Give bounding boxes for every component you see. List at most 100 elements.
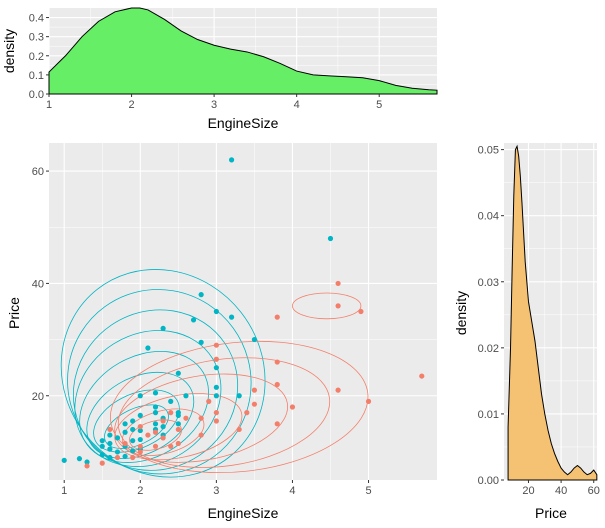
scatter-point-group-2 bbox=[358, 308, 364, 315]
right-x-tick-label: 20 bbox=[522, 485, 534, 497]
top-y-axis-label: density bbox=[1, 29, 17, 73]
scatter-point-group-1 bbox=[137, 427, 143, 434]
scatter-point-group-2 bbox=[168, 443, 174, 449]
scatter-point-group-2 bbox=[335, 387, 341, 393]
density-contour bbox=[67, 289, 252, 475]
scatter-point-group-1 bbox=[198, 339, 204, 345]
scatter-point-group-1 bbox=[84, 459, 90, 465]
scatter-point-group-2 bbox=[168, 410, 174, 416]
right-y-tick-label: 0.04 bbox=[478, 211, 499, 223]
top-y-tick-label: 0.2 bbox=[29, 51, 44, 63]
main-y-tick-label: 60 bbox=[32, 166, 44, 178]
scatter-point-group-2 bbox=[130, 454, 136, 461]
scatter-point-group-1 bbox=[213, 308, 219, 315]
scatter-point-group-1 bbox=[99, 452, 105, 458]
main-y-ticks: 20 40 60 bbox=[32, 166, 49, 403]
scatter-point-group-2 bbox=[236, 426, 242, 433]
scatter-point-group-1 bbox=[327, 235, 334, 242]
scatter-point-group-2 bbox=[198, 415, 204, 421]
scatter-point-group-2 bbox=[206, 398, 212, 404]
scatter-point-group-1 bbox=[137, 436, 143, 443]
right-x-tick-label: 40 bbox=[555, 485, 567, 497]
top-x-tick-label: 3 bbox=[211, 99, 217, 111]
scatter-point-group-2 bbox=[84, 463, 90, 469]
top-y-tick-label: 0.1 bbox=[29, 70, 44, 82]
main-x-ticks: 1 2 3 4 5 bbox=[61, 480, 372, 497]
scatter-point-group-2 bbox=[365, 398, 372, 404]
scatter-point-group-1 bbox=[130, 426, 136, 433]
scatter-point-group-1 bbox=[198, 292, 204, 298]
scatter-point-group-1 bbox=[152, 404, 159, 410]
scatter-point-group-1 bbox=[137, 412, 143, 419]
scatter-point-group-2 bbox=[137, 443, 143, 449]
scatter-point-group-2 bbox=[213, 418, 219, 424]
top-density-panel: 1 2 3 4 5 0.0 0.1 0.2 0.3 0.4 EngineSize density bbox=[1, 7, 438, 131]
scatter-point-group-2 bbox=[419, 373, 425, 379]
scatter-point-group-1 bbox=[175, 370, 181, 376]
main-x-tick-label: 5 bbox=[365, 485, 371, 497]
density-contour bbox=[93, 389, 180, 453]
main-panel-background bbox=[49, 143, 437, 480]
top-x-axis-label: EngineSize bbox=[208, 115, 279, 131]
scatter-point-group-2 bbox=[137, 424, 143, 430]
scatter-point-group-2 bbox=[175, 440, 181, 447]
right-y-tick-label: 0.01 bbox=[478, 409, 499, 421]
main-scatter-panel: 1 2 3 4 5 20 40 60 EngineSize Price bbox=[6, 143, 437, 521]
top-y-ticks: 0.0 0.1 0.2 0.3 0.4 bbox=[29, 13, 49, 101]
scatter-point-group-1 bbox=[76, 456, 83, 462]
main-x-axis-label: EngineSize bbox=[208, 505, 279, 521]
right-y-tick-label: 0.00 bbox=[478, 475, 499, 487]
scatter-point-group-2 bbox=[137, 449, 143, 455]
scatter-point-group-1 bbox=[145, 345, 151, 351]
scatter-point-group-1 bbox=[114, 435, 121, 441]
density-contour bbox=[129, 419, 182, 451]
scatter-point-group-1 bbox=[190, 317, 197, 323]
main-x-tick-label: 4 bbox=[289, 485, 295, 497]
scatter-point-group-1 bbox=[130, 438, 136, 444]
scatter-point-group-2 bbox=[244, 410, 250, 416]
main-y-tick-label: 20 bbox=[32, 391, 44, 403]
scatter-point-group-1 bbox=[251, 336, 258, 343]
scatter-point-group-1 bbox=[107, 454, 113, 461]
scatter-point-group-2 bbox=[213, 356, 219, 362]
scatter-point-group-2 bbox=[114, 454, 121, 461]
scatter-point-group-1 bbox=[114, 449, 121, 455]
scatter-point-group-1 bbox=[236, 393, 242, 399]
density-contour bbox=[74, 330, 222, 467]
scatter-point-group-1 bbox=[130, 418, 136, 424]
scatter-point-group-1 bbox=[107, 432, 113, 438]
main-x-tick-label: 2 bbox=[137, 485, 143, 497]
scatter-point-group-2 bbox=[274, 314, 280, 320]
scatter-point-group-1 bbox=[213, 384, 219, 390]
scatter-point-group-2 bbox=[289, 404, 296, 410]
scatter-point-group-2 bbox=[335, 303, 341, 309]
scatter-point-group-1 bbox=[168, 398, 174, 404]
scatter-point-group-2 bbox=[175, 426, 181, 433]
scatter-point-group-1 bbox=[183, 393, 189, 399]
scatter-point-group-1 bbox=[122, 453, 128, 460]
scatter-point-group-1 bbox=[213, 365, 219, 371]
scatter-point-group-1 bbox=[160, 424, 166, 430]
top-y-tick-label: 0.0 bbox=[29, 89, 44, 101]
scatter-point-group-1 bbox=[152, 390, 159, 396]
scatter-point-group-1 bbox=[152, 410, 159, 416]
scatter-point-group-2 bbox=[274, 381, 280, 388]
right-density-panel: 20 40 60 0.00 0.01 0.02 0.03 0.04 0.05 Price de… bbox=[453, 143, 600, 521]
scatter-point-group-2 bbox=[122, 440, 128, 447]
main-x-tick-label: 1 bbox=[61, 485, 67, 497]
top-x-tick-label: 5 bbox=[376, 99, 382, 111]
right-y-axis-label: density bbox=[453, 291, 469, 335]
right-density-area bbox=[507, 144, 598, 481]
density-contours bbox=[60, 269, 369, 478]
top-y-tick-label: 0.3 bbox=[29, 32, 44, 44]
right-x-axis-label: Price bbox=[535, 505, 567, 521]
scatter-point-group-2 bbox=[251, 401, 258, 407]
right-y-tick-label: 0.02 bbox=[478, 343, 499, 355]
scatter-point-group-1 bbox=[122, 421, 128, 427]
scatter-point-group-1 bbox=[99, 443, 105, 449]
right-x-tick-label: 60 bbox=[588, 485, 600, 497]
top-x-tick-label: 2 bbox=[128, 99, 134, 111]
top-y-tick-label: 0.4 bbox=[29, 13, 44, 25]
scatter-point-group-1 bbox=[99, 438, 105, 444]
